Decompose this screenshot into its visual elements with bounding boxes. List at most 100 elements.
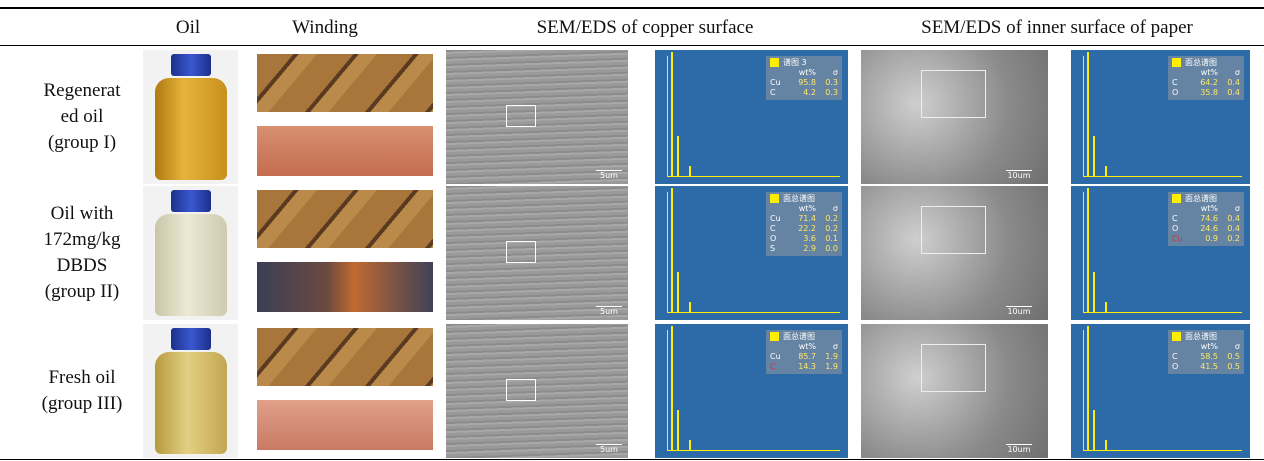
eds-cell: 58.5 [1192, 352, 1218, 362]
eds-column-header: wt% [1192, 68, 1218, 78]
axis-line [667, 176, 840, 177]
eds-header-row: wt%σ [770, 204, 838, 214]
peak [689, 166, 691, 176]
eds-column-header: σ [1218, 68, 1240, 78]
eds-column-header: σ [816, 342, 838, 352]
eds-title: 谱图 3 [783, 58, 807, 68]
eds-cell: 41.5 [1192, 362, 1218, 372]
eds-cell: 74.6 [1192, 214, 1218, 224]
eds-cell: O [1172, 88, 1192, 98]
eds-cell: O [770, 234, 790, 244]
scale-bar: 5um [596, 306, 622, 316]
peak [689, 302, 691, 312]
eds-cell [1172, 68, 1192, 78]
eds-title-row: 谱图 3 [770, 58, 838, 68]
peak [1105, 440, 1107, 450]
eds-cell [1172, 204, 1192, 214]
eds-row: O3.60.1 [770, 234, 838, 244]
eds-header-row: wt%σ [1172, 342, 1240, 352]
row-label: ed oil [2, 104, 162, 130]
eds-title-row: 面总谱图 [770, 194, 838, 204]
peak [689, 440, 691, 450]
top-rule [0, 7, 1264, 9]
eds-cell: Cu [1172, 234, 1192, 244]
scale-bar: 10um [1006, 444, 1032, 454]
eds-title-row: 面总谱图 [770, 332, 838, 342]
region-box [506, 105, 536, 127]
eds-column-header: σ [1218, 204, 1240, 214]
eds-cell: 95.8 [790, 78, 816, 88]
eds-cell: 0.4 [1218, 214, 1240, 224]
peak [677, 136, 679, 176]
row-label: 172mg/kg [2, 227, 162, 253]
eds-cell: 64.2 [1192, 78, 1218, 88]
region-box [506, 379, 536, 401]
region-box [921, 206, 986, 254]
legend-square [1172, 58, 1181, 67]
legend-square [770, 194, 779, 203]
axis-line [1083, 192, 1084, 312]
eds-cell: C [1172, 214, 1192, 224]
winding-photo [257, 190, 433, 248]
eds-cell: 0.0 [816, 244, 838, 254]
eds-cell: C [1172, 78, 1192, 88]
region-box [921, 70, 986, 118]
axis-line [667, 330, 668, 450]
eds-table: 面总谱图wt%σCu85.71.9C14.31.9 [766, 330, 842, 374]
strip-photo [257, 262, 433, 312]
eds-cell: 24.6 [1192, 224, 1218, 234]
axis-line [1083, 176, 1242, 177]
eds-row: O35.80.4 [1172, 88, 1240, 98]
bottle-cap [171, 54, 211, 76]
eds-column-header: wt% [790, 204, 816, 214]
legend-square [770, 58, 779, 67]
eds-cell [770, 204, 790, 214]
peak [671, 326, 673, 450]
bottle-cap [171, 328, 211, 350]
eds-cell: C [770, 88, 790, 98]
eds-cell: 0.5 [1218, 352, 1240, 362]
region-box [506, 241, 536, 263]
eds-row: S2.90.0 [770, 244, 838, 254]
row-label: Oil with [2, 201, 162, 227]
eds-column-header: wt% [1192, 342, 1218, 352]
eds-title: 面总谱图 [1185, 194, 1217, 204]
sem-paper: 10um [861, 186, 1048, 320]
eds-cell: S [770, 244, 790, 254]
bottle-body [155, 352, 227, 454]
scale-bar: 5um [596, 444, 622, 454]
eds-spectrum: 面总谱图wt%σC58.50.5O41.50.5 [1071, 324, 1250, 458]
peak [1105, 302, 1107, 312]
header-rule [0, 45, 1264, 46]
eds-cell: 0.3 [816, 88, 838, 98]
eds-cell: 0.4 [1218, 224, 1240, 234]
sem-paper: 10um [861, 50, 1048, 184]
eds-cell: C [770, 362, 790, 372]
peak [1087, 188, 1089, 312]
eds-table: 面总谱图wt%σC74.60.4O24.60.4Cu0.90.2 [1168, 192, 1244, 246]
eds-header-row: wt%σ [1172, 68, 1240, 78]
eds-spectrum: 面总谱图wt%σC74.60.4O24.60.4Cu0.90.2 [1071, 186, 1250, 320]
eds-cell: Cu [770, 78, 790, 88]
axis-line [667, 312, 840, 313]
eds-column-header: σ [816, 204, 838, 214]
eds-cell: 0.3 [816, 78, 838, 88]
eds-cell: 0.2 [1218, 234, 1240, 244]
eds-cell: 0.4 [1218, 88, 1240, 98]
eds-cell: 0.5 [1218, 362, 1240, 372]
eds-header-row: wt%σ [770, 68, 838, 78]
eds-cell: 71.4 [790, 214, 816, 224]
eds-table: 面总谱图wt%σCu71.40.2C22.20.2O3.60.1S2.90.0 [766, 192, 842, 256]
eds-column-header: σ [816, 68, 838, 78]
